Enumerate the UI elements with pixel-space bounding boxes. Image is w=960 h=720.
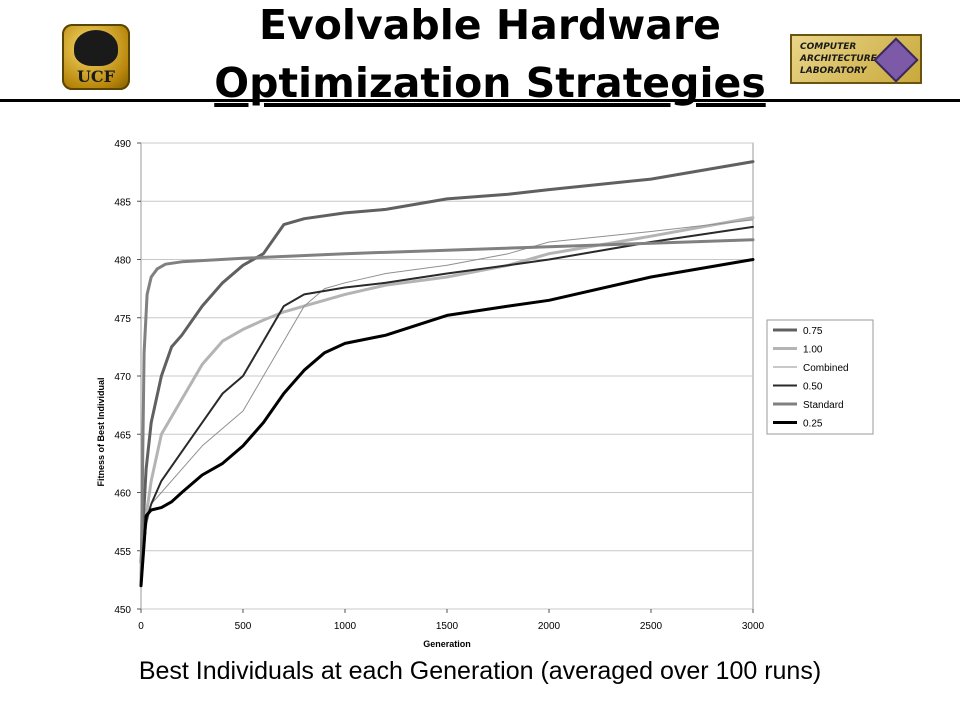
slide-title-line1: Evolvable Hardware <box>259 1 721 49</box>
legend-label-standard: Standard <box>803 400 844 411</box>
series-line-0-75 <box>139 160 755 564</box>
x-tick-label-2500: 2500 <box>640 621 663 632</box>
slide-title-line2: Optimization Strategies <box>214 59 766 107</box>
y-axis-label: Fitness of Best Individual <box>96 377 106 486</box>
lab-logo-line1: COMPUTER <box>800 42 857 52</box>
pegasus-icon <box>74 30 118 66</box>
series-line-0-50 <box>140 225 754 587</box>
series-line-0-25 <box>139 258 755 588</box>
ucf-pegasus-logo: UCF <box>62 24 130 90</box>
y-tick-label-480: 480 <box>114 256 131 267</box>
slide-caption: Best Individuals at each Generation (ave… <box>138 657 822 685</box>
legend-label-combined: Combined <box>803 363 849 374</box>
y-tick-label-455: 455 <box>114 547 131 558</box>
x-tick-label-2000: 2000 <box>538 621 561 632</box>
title-divider <box>0 99 960 102</box>
y-tick-label-465: 465 <box>114 430 131 441</box>
x-tick-label-1500: 1500 <box>436 621 459 632</box>
series-line-standard <box>139 238 755 588</box>
y-tick-label-485: 485 <box>114 197 131 208</box>
x-tick-label-0: 0 <box>138 621 144 632</box>
y-tick-label-450: 450 <box>114 605 131 616</box>
x-tick-label-500: 500 <box>235 621 252 632</box>
lab-logo-line3: LABORATORY <box>800 66 867 76</box>
ucf-logo-text: UCF <box>76 67 116 86</box>
x-tick-label-3000: 3000 <box>742 621 765 632</box>
y-tick-label-490: 490 <box>114 139 131 150</box>
lab-logo-line2: ARCHITECTURE <box>800 54 877 64</box>
lab-logo-text: COMPUTER ARCHITECTURE LABORATORY <box>800 41 877 77</box>
y-tick-label-460: 460 <box>114 489 131 500</box>
y-tick-label-470: 470 <box>114 372 131 383</box>
computer-architecture-laboratory-logo: COMPUTER ARCHITECTURE LABORATORY <box>790 34 922 84</box>
series-line-combined <box>140 219 754 587</box>
legend-label-0-75: 0.75 <box>803 326 823 337</box>
x-tick-label-1000: 1000 <box>334 621 357 632</box>
x-axis-label: Generation <box>423 639 471 649</box>
legend-label-1-00: 1.00 <box>803 345 823 356</box>
y-tick-label-475: 475 <box>114 314 131 325</box>
legend-box <box>766 319 874 435</box>
legend-label-0-25: 0.25 <box>803 419 823 430</box>
legend-label-0-50: 0.50 <box>803 382 823 393</box>
